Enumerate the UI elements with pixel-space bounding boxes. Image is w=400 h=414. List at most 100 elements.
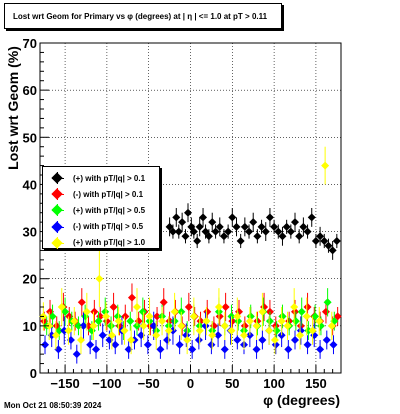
data-point — [111, 340, 120, 349]
x-tick-label: 100 — [263, 376, 285, 391]
data-point — [320, 237, 329, 245]
data-point — [245, 227, 254, 236]
data-point — [51, 331, 60, 340]
y-tick-label: 60 — [23, 83, 37, 98]
data-point — [149, 321, 158, 330]
legend-label: (-) with pT/|q| > 0.5 — [73, 222, 144, 232]
data-point — [77, 298, 86, 307]
data-point — [178, 218, 187, 227]
data-point — [328, 246, 337, 255]
data-point — [214, 331, 223, 340]
y-tick-label: 70 — [23, 36, 37, 51]
data-point — [132, 303, 141, 311]
data-point — [127, 293, 136, 302]
data-point — [219, 232, 228, 241]
data-point — [89, 321, 98, 330]
data-point — [174, 227, 183, 236]
data-point — [257, 222, 266, 231]
data-point — [258, 336, 267, 344]
data-point — [107, 321, 116, 330]
x-axis-label: φ (degrees) — [263, 392, 340, 408]
axes: −150 −100 −50 0 50 100 150 0 10 20 30 40 50 60 70 — [23, 36, 342, 391]
data-point — [45, 321, 54, 330]
data-point — [252, 321, 261, 330]
data-point — [170, 307, 179, 316]
legend-marker-icon — [43, 188, 73, 201]
data-point — [189, 227, 198, 236]
legend-marker-icon — [43, 204, 73, 217]
data-point — [303, 340, 312, 349]
series-3 — [41, 311, 338, 364]
legend-label: (-) with pT/|q| > 0.1 — [73, 189, 144, 199]
legend-label: (+) with pT/|q| > 0.5 — [73, 205, 146, 215]
data-point — [175, 340, 184, 349]
data-point — [143, 340, 152, 349]
data-point — [221, 303, 230, 311]
x-tick-label: −100 — [92, 376, 121, 391]
legend-marker-icon — [43, 236, 73, 249]
data-point — [327, 321, 336, 330]
data-point — [98, 331, 107, 340]
data-point — [137, 331, 146, 340]
data-point — [156, 345, 165, 354]
data-point — [79, 321, 88, 330]
data-point — [55, 326, 64, 335]
data-point — [199, 213, 208, 222]
data-point — [193, 237, 202, 245]
data-point — [299, 222, 308, 231]
data-series — [39, 146, 342, 364]
legend: (+) with pT/|q| > 0.1 (-) with pT/|q| > 0… — [42, 166, 160, 249]
series-0 — [165, 203, 341, 260]
data-point — [316, 232, 325, 241]
data-point — [90, 307, 99, 316]
data-point — [295, 232, 304, 241]
data-point — [74, 321, 83, 330]
data-point — [240, 331, 249, 340]
data-point — [48, 312, 57, 321]
data-point — [194, 336, 203, 344]
data-point — [165, 222, 174, 231]
data-point — [126, 317, 135, 326]
y-axis-label: Lost wrt Geom (%) — [5, 46, 21, 170]
data-point — [321, 161, 330, 170]
data-point — [70, 317, 79, 326]
data-point — [86, 340, 95, 349]
data-point — [284, 345, 293, 354]
data-point — [94, 317, 103, 326]
data-point — [270, 222, 279, 231]
data-point — [201, 227, 210, 236]
data-point — [311, 237, 320, 245]
data-point — [57, 303, 66, 311]
data-point — [82, 307, 91, 316]
data-point — [189, 312, 198, 321]
x-tick-label: −150 — [50, 376, 79, 391]
data-point — [215, 222, 224, 231]
data-point — [311, 312, 320, 321]
data-point — [297, 307, 306, 316]
x-tick-label: 150 — [305, 376, 327, 391]
data-point — [195, 222, 204, 231]
legend-marker-icon — [43, 220, 73, 233]
data-point — [177, 321, 186, 330]
data-point — [152, 331, 161, 340]
data-point — [291, 336, 300, 344]
data-point — [265, 326, 274, 335]
data-point — [72, 350, 81, 359]
y-tick-label: 50 — [23, 130, 37, 145]
data-point — [184, 303, 193, 311]
data-point — [127, 336, 136, 344]
data-point — [296, 331, 305, 340]
data-point — [316, 345, 325, 354]
data-point — [121, 312, 130, 321]
data-point — [303, 303, 312, 311]
legend-entry: (-) with pT/|q| > 0.1 — [43, 186, 159, 202]
data-point — [153, 312, 162, 321]
data-point — [249, 218, 258, 227]
data-point — [220, 345, 229, 354]
data-point — [109, 303, 118, 311]
y-tick-label: 0 — [30, 366, 37, 381]
data-point — [139, 321, 148, 330]
data-point — [307, 213, 316, 222]
data-point — [92, 345, 101, 354]
legend-marker-icon — [43, 172, 73, 185]
